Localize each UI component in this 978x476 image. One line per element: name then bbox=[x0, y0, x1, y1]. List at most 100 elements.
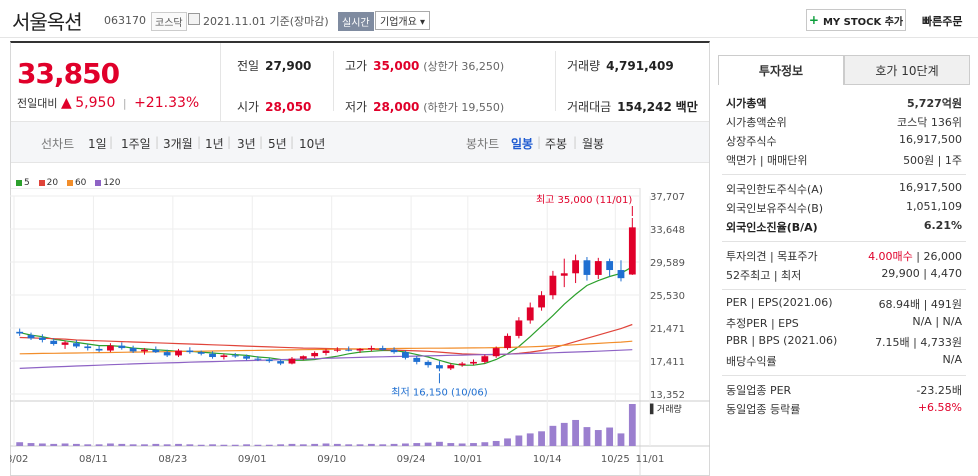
legend-swatch-60 bbox=[66, 179, 73, 186]
info-row: 동일업종 PER -23.25배 bbox=[726, 382, 962, 398]
volume-bar bbox=[413, 443, 421, 446]
divider bbox=[555, 51, 556, 111]
volume-bar bbox=[617, 433, 625, 446]
tab-orderbook-10[interactable]: 호가 10단계 bbox=[844, 55, 970, 85]
company-info-button[interactable]: 기업개요 ▾ bbox=[375, 11, 430, 30]
y-tick-label: 17,411 bbox=[650, 357, 685, 368]
mystock-add-button[interactable]: + MY STOCK 추가 bbox=[806, 9, 906, 31]
upper-limit: (상한가 36,250) bbox=[423, 60, 505, 73]
legend-swatch-120 bbox=[95, 179, 102, 186]
candle-body bbox=[458, 363, 466, 366]
info-row: 시가총액 5,727억원 bbox=[726, 95, 962, 111]
period-daily[interactable]: 일봉 bbox=[511, 137, 534, 151]
candle-body bbox=[277, 361, 285, 364]
candle-body bbox=[356, 348, 364, 351]
divider bbox=[722, 241, 966, 242]
info-row: 외국인소진율(B/A) 6.21% bbox=[726, 219, 962, 235]
period-3y[interactable]: 3년 bbox=[237, 137, 256, 151]
y-tick-label: 33,648 bbox=[650, 225, 685, 236]
divider: | bbox=[122, 97, 127, 110]
volume-bar bbox=[390, 443, 398, 446]
info-row-value: 코스닥 136위 bbox=[897, 116, 962, 129]
candle-body bbox=[572, 260, 580, 274]
period-selector: 선차트 1일 | 1주일 | 3개월 | 1년 | 3년 | 5년 | 10년 … bbox=[11, 121, 709, 163]
low-label: 저가 bbox=[345, 100, 368, 114]
candle-body bbox=[447, 365, 455, 369]
stock-code: 063170 bbox=[104, 14, 146, 27]
period-5y[interactable]: 5년 bbox=[268, 137, 287, 151]
candle-body bbox=[379, 348, 387, 350]
candle-body bbox=[95, 348, 103, 351]
info-row-label: 동일업종 PER bbox=[726, 384, 792, 397]
info-row-value: 7.15배 | 4,733원 bbox=[875, 336, 962, 349]
candle-chart-label: 봉차트 bbox=[466, 137, 500, 151]
period-1y[interactable]: 1년 bbox=[205, 137, 224, 151]
open-price: 시가 28,050 bbox=[237, 98, 311, 115]
legend-60: 60 bbox=[74, 178, 87, 188]
period-monthly[interactable]: 월봉 bbox=[582, 137, 605, 151]
market-badge: 코스닥 bbox=[151, 12, 187, 31]
chart-legend: 5 20 60 120 bbox=[16, 178, 120, 188]
volume-bar bbox=[436, 441, 443, 446]
period-1w[interactable]: 1주일 bbox=[121, 137, 151, 151]
lower-limit: (하한가 19,550) bbox=[423, 101, 505, 114]
candlestick-chart[interactable]: 37,707 33,648 29,589 25,530 21,471 17,411 13,3… bbox=[10, 188, 710, 476]
volume: 거래량 4,791,409 bbox=[567, 57, 674, 74]
volume-bar bbox=[163, 444, 171, 446]
volume-bar bbox=[186, 444, 194, 446]
volume-bar bbox=[152, 443, 160, 446]
volume-bar bbox=[549, 425, 557, 446]
divider: | bbox=[109, 135, 114, 149]
tab-investment-info[interactable]: 투자정보 bbox=[718, 55, 844, 85]
volume-bar bbox=[72, 443, 80, 446]
current-price: 33,850 bbox=[17, 57, 120, 90]
volume-label: ▌거래량 bbox=[649, 403, 682, 415]
divider bbox=[722, 289, 966, 290]
period-3m[interactable]: 3개월 bbox=[163, 137, 193, 151]
candle-body bbox=[16, 331, 24, 334]
x-tick-label: 09/10 bbox=[317, 454, 346, 465]
info-row-label: 시가총액순위 bbox=[726, 116, 787, 129]
info-row: PER | EPS(2021.06) 68.94배 | 491원 bbox=[726, 296, 962, 312]
candle-body bbox=[526, 307, 534, 321]
period-1d[interactable]: 1일 bbox=[88, 137, 107, 151]
mystock-label: MY STOCK 추가 bbox=[822, 16, 904, 28]
price-change: 전일대비 ▲ 5,950 | +21.33% bbox=[17, 95, 199, 111]
volume-bar bbox=[288, 443, 296, 446]
volume-bar bbox=[583, 427, 591, 446]
info-row-value: 16,917,500 bbox=[899, 181, 962, 194]
change-label: 전일대비 bbox=[17, 97, 58, 110]
period-weekly[interactable]: 주봉 bbox=[545, 137, 568, 151]
info-row-label: 투자의견 | 목표주가 bbox=[726, 250, 818, 263]
info-row-label: PER | EPS(2021.06) bbox=[726, 296, 833, 309]
realtime-badge[interactable]: 실시간 bbox=[338, 12, 374, 31]
candle-body bbox=[594, 261, 602, 275]
candle-body bbox=[141, 349, 148, 352]
candle-body bbox=[265, 359, 273, 362]
open-value: 28,050 bbox=[265, 100, 312, 114]
info-row-value: N/A bbox=[942, 353, 962, 366]
candle-body bbox=[322, 350, 330, 353]
divider: | bbox=[155, 135, 160, 149]
up-arrow-icon: ▲ bbox=[60, 95, 72, 111]
low-annotation: 최저 16,150 (10/06) bbox=[391, 386, 487, 398]
volume-bar bbox=[254, 444, 262, 446]
quick-order-button[interactable]: 빠른주문 bbox=[922, 15, 963, 28]
candle-body bbox=[515, 320, 523, 336]
info-row: PBR | BPS (2021.06) 7.15배 | 4,733원 bbox=[726, 334, 962, 350]
amount-label: 거래대금 bbox=[567, 100, 612, 114]
divider: | bbox=[259, 135, 264, 149]
prev-close-value: 27,900 bbox=[265, 59, 312, 73]
info-row: 외국인한도주식수(A) 16,917,500 bbox=[726, 181, 962, 197]
info-row-label: 동일업종 등락률 bbox=[726, 403, 801, 416]
volume-bar bbox=[458, 443, 466, 446]
open-label: 시가 bbox=[237, 100, 260, 114]
candle-body bbox=[299, 356, 307, 359]
volume-bar bbox=[560, 422, 568, 446]
volume-bar bbox=[345, 444, 353, 446]
info-row-label: 시가총액 bbox=[726, 97, 767, 110]
candle-body bbox=[390, 349, 398, 353]
candle-body bbox=[367, 348, 375, 350]
period-10y[interactable]: 10년 bbox=[299, 137, 326, 151]
x-tick-label: 09/24 bbox=[397, 454, 426, 465]
